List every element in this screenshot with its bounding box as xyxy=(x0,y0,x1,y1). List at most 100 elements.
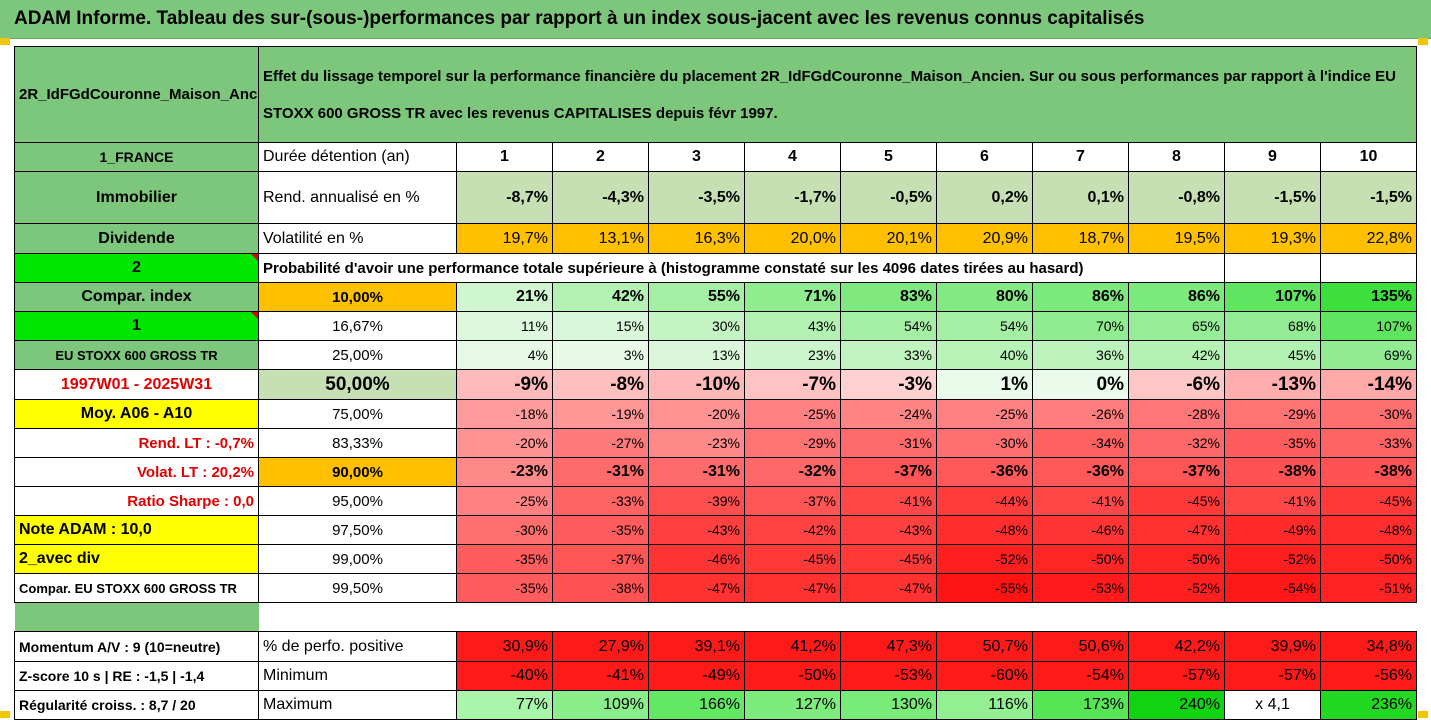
perf-pos-cell: 39,9% xyxy=(1224,631,1321,662)
percentile-cell: -37% xyxy=(552,544,649,574)
percentile-label: 97,50% xyxy=(258,515,457,545)
percentile-cell: -46% xyxy=(1032,515,1129,545)
year-header: 7 xyxy=(1032,142,1129,172)
rend-cell: -1,5% xyxy=(1224,171,1321,224)
vol-label: Volatilité en % xyxy=(258,223,457,254)
maximum-cell: 173% xyxy=(1032,690,1129,720)
percentile-cell: 55% xyxy=(648,282,745,312)
minimum-cell: -41% xyxy=(552,661,649,691)
empty-cell xyxy=(1320,253,1417,283)
frame-corner xyxy=(1418,38,1428,45)
percentile-cell: -47% xyxy=(744,573,841,603)
percentile-cell: -23% xyxy=(456,457,553,487)
spacer-cell xyxy=(259,603,457,632)
percentile-row: Rend. LT : -0,7% 83,33% -20% -27% -23% -29% -3… xyxy=(14,428,1417,458)
vol-cell: 20,1% xyxy=(840,223,937,254)
percentile-cell: -49% xyxy=(1224,515,1321,545)
minimum-cell: -54% xyxy=(1032,661,1129,691)
side-label: Rend. LT : -0,7% xyxy=(14,428,259,458)
percentile-cell: -33% xyxy=(552,486,649,516)
percentile-cell: -45% xyxy=(1320,486,1417,516)
percentile-cell: 83% xyxy=(840,282,937,312)
percentile-label: 99,50% xyxy=(258,573,457,603)
spacer-cell xyxy=(841,603,937,632)
percentile-cell: -6% xyxy=(1128,369,1225,400)
minimum-cell: -49% xyxy=(648,661,745,691)
percentile-cell: -43% xyxy=(648,515,745,545)
minimum-cell: -40% xyxy=(456,661,553,691)
percentile-label: 83,33% xyxy=(258,428,457,458)
vol-cell: 20,9% xyxy=(936,223,1033,254)
percentile-cell: -34% xyxy=(1032,428,1129,458)
percentile-cell: -27% xyxy=(552,428,649,458)
maximum-cell: 116% xyxy=(936,690,1033,720)
percentile-cell: -35% xyxy=(456,573,553,603)
minimum-cell: -56% xyxy=(1320,661,1417,691)
years-row: 1_FRANCE Durée détention (an) 1 2 3 4 5 6 7 8 9 10 xyxy=(14,142,1417,172)
maximum-cell: 166% xyxy=(648,690,745,720)
percentile-cell: -45% xyxy=(1128,486,1225,516)
percentile-row: Compar. EU STOXX 600 GROSS TR 99,50% -35% -… xyxy=(14,573,1417,603)
percentile-row: Compar. index 10,00% 21% 42% 55% 71% 83% 80% 86%… xyxy=(14,282,1417,312)
spacer-row xyxy=(14,602,1417,632)
frame-corner xyxy=(0,38,10,45)
percentile-cell: 42% xyxy=(1128,340,1225,370)
vol-cell: 19,5% xyxy=(1128,223,1225,254)
side-label: Compar. EU STOXX 600 GROSS TR xyxy=(14,573,259,603)
percentile-cell: -38% xyxy=(552,573,649,603)
rend-cell: -8,7% xyxy=(456,171,553,224)
percentile-row: 1997W01 - 2025W31 50,00% -9% -8% -10% -7% -3% 1… xyxy=(14,369,1417,400)
percentile-cell: -19% xyxy=(552,399,649,429)
vol-cell: 19,3% xyxy=(1224,223,1321,254)
year-header: 5 xyxy=(840,142,937,172)
minimum-cell: -60% xyxy=(936,661,1033,691)
percentile-cell: 107% xyxy=(1320,311,1417,341)
year-header: 10 xyxy=(1320,142,1417,172)
percentile-row: Moy. A06 - A10 75,00% -18% -19% -20% -25% -24%… xyxy=(14,399,1417,429)
percentile-cell: -52% xyxy=(936,544,1033,574)
percentile-cell: -50% xyxy=(1032,544,1129,574)
minimum-label: Minimum xyxy=(258,661,457,691)
percentile-cell: 23% xyxy=(744,340,841,370)
frame-corner xyxy=(0,711,10,718)
asset-label: Immobilier xyxy=(14,171,259,224)
side-label: Note ADAM : 10,0 xyxy=(14,515,259,545)
maximum-cell: 240% xyxy=(1128,690,1225,720)
percentile-cell: -31% xyxy=(552,457,649,487)
percentile-row: 2_avec div 99,00% -35% -37% -46% -45% -45% -52%… xyxy=(14,544,1417,574)
rend-row: Immobilier Rend. annualisé en % -8,7% -4,3%… xyxy=(14,171,1417,224)
percentile-cell: -35% xyxy=(456,544,553,574)
spacer-cell xyxy=(1225,603,1321,632)
maximum-cell: 127% xyxy=(744,690,841,720)
percentile-cell: -46% xyxy=(648,544,745,574)
percentile-cell: -37% xyxy=(1128,457,1225,487)
percentile-cell: -37% xyxy=(840,457,937,487)
percentile-cell: 54% xyxy=(936,311,1033,341)
percentile-cell: -18% xyxy=(456,399,553,429)
percentile-cell: 68% xyxy=(1224,311,1321,341)
maximum-label: Maximum xyxy=(258,690,457,720)
percentile-cell: -9% xyxy=(456,369,553,400)
percentile-cell: 54% xyxy=(840,311,937,341)
percentile-label: 10,00% xyxy=(258,282,457,312)
zscore-label: Z-score 10 s | RE : -1,5 | -1,4 xyxy=(14,661,259,691)
percentile-cell: -20% xyxy=(648,399,745,429)
frame-corner xyxy=(1418,711,1428,718)
dividend-label: Dividende xyxy=(14,223,259,254)
percentile-cell: 33% xyxy=(840,340,937,370)
percentile-cell: -30% xyxy=(1320,399,1417,429)
perf-pos-row: Momentum A/V : 9 (10=neutre)% de perfo. … xyxy=(14,631,1417,662)
spacer-cell xyxy=(1321,603,1417,632)
maximum-cell: 130% xyxy=(840,690,937,720)
percentile-cell: -32% xyxy=(1128,428,1225,458)
side-label: EU STOXX 600 GROSS TR xyxy=(14,340,259,370)
percentile-cell: -36% xyxy=(1032,457,1129,487)
perf-pos-cell: 34,8% xyxy=(1320,631,1417,662)
vol-cell: 19,7% xyxy=(456,223,553,254)
percentile-cell: -14% xyxy=(1320,369,1417,400)
percentile-label: 95,00% xyxy=(258,486,457,516)
perf-pos-cell: 30,9% xyxy=(456,631,553,662)
minimum-row: Z-score 10 s | RE : -1,5 | -1,4 Minimum -4… xyxy=(14,661,1417,691)
percentile-cell: 107% xyxy=(1224,282,1321,312)
vol-row: Dividende Volatilité en % 19,7% 13,1% 16,3% 2… xyxy=(14,223,1417,254)
